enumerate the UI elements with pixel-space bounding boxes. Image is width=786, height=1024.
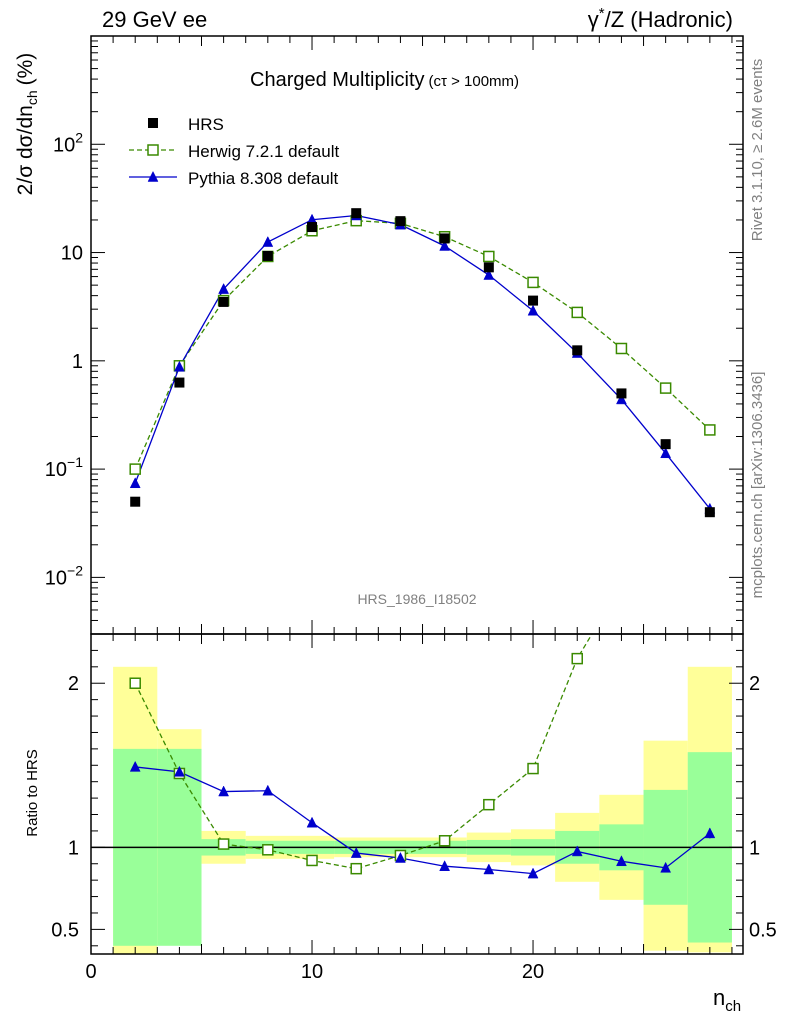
legend-label: HRS xyxy=(188,115,224,134)
x-axis-label: nch xyxy=(713,985,741,1015)
pythia-point xyxy=(218,283,230,294)
x-tick-label: 0 xyxy=(85,961,96,983)
herwig-ratio-point xyxy=(616,580,626,590)
legend-label: Herwig 7.2.1 default xyxy=(188,142,339,161)
ratio-frame xyxy=(90,633,744,955)
pythia-ratio-line xyxy=(135,766,711,875)
herwig-line xyxy=(134,220,711,470)
hrs-point xyxy=(395,216,406,227)
herwig-ratio-point xyxy=(438,835,451,847)
ratio-y-tick-label-right: 1 xyxy=(749,837,760,859)
y-tick-label: 10 xyxy=(61,243,83,265)
hrs-point xyxy=(307,222,318,233)
herwig-point xyxy=(527,276,539,289)
herwig-point xyxy=(483,250,495,263)
herwig-point xyxy=(615,342,628,355)
pythia-ratio-point xyxy=(527,867,539,879)
ratio-y-tick-label: 2 xyxy=(68,673,79,695)
x-tick-label: 10 xyxy=(301,961,323,983)
pythia-ratio-point xyxy=(571,845,583,857)
ratio-y-tick-label-right: 0.5 xyxy=(749,919,777,941)
pythia-point xyxy=(660,447,672,459)
chart-title: Charged Multiplicity (cτ > 100mm) xyxy=(250,69,519,91)
herwig-ratio-point xyxy=(129,677,141,689)
pythia-ratio-point xyxy=(350,847,362,858)
hrs-point xyxy=(704,507,715,518)
ratio-y-tick-label: 1 xyxy=(68,837,79,859)
herwig-ratio-point xyxy=(306,854,318,867)
y-tick-label: 1 xyxy=(72,351,83,373)
header-left: 29 GeV ee xyxy=(102,7,207,32)
pythia-line xyxy=(134,214,711,510)
hrs-point xyxy=(528,295,539,306)
x-tick-label: 20 xyxy=(522,961,544,983)
hrs-point xyxy=(218,296,229,307)
rivet-version-text: Rivet 3.1.10, ≥ 2.6M events xyxy=(749,59,766,242)
pythia-ratio-point xyxy=(660,861,672,873)
header-right: γ*/Z (Hadronic) xyxy=(588,5,733,32)
pythia-point xyxy=(174,360,185,372)
herwig-ratio-line xyxy=(134,634,593,870)
herwig-ratio-point xyxy=(262,844,274,856)
hrs-point xyxy=(483,262,494,273)
hrs-point xyxy=(174,377,185,388)
hrs-point xyxy=(616,388,627,399)
y-tick-label: 102 xyxy=(53,129,83,156)
herwig-point xyxy=(571,306,583,319)
hrs-point xyxy=(572,345,583,356)
herwig-ratio-point xyxy=(571,652,583,665)
ratio-panel: 0 10 20 0.5 0.5 1 1 2 2 Ratio to HRS nch xyxy=(24,104,777,1015)
legend: HRS Herwig 7.2.1 default Pythia 8.308 defa… xyxy=(129,115,339,188)
pythia-ratio-point xyxy=(395,851,406,863)
main-panel: 10−2 10−1 1 10 102 Charged Multiplicity (cτ >… xyxy=(14,35,744,635)
herwig-point xyxy=(704,424,716,436)
pythia-point xyxy=(483,268,495,280)
hrs-point xyxy=(439,233,450,244)
pythia-ratio-point xyxy=(174,765,185,777)
ratio-y-tick-label-right: 2 xyxy=(749,673,760,695)
herwig-ratio-point xyxy=(350,862,362,875)
hrs-point xyxy=(262,250,273,261)
pythia-ratio-point xyxy=(262,784,274,796)
hrs-point xyxy=(660,439,671,450)
legend-pythia-marker xyxy=(147,170,159,182)
pythia-point xyxy=(129,477,141,489)
pythia-point xyxy=(262,236,274,247)
herwig-ratio-point xyxy=(483,798,495,811)
pythia-point xyxy=(527,304,539,316)
analysis-tag: HRS_1986_I18502 xyxy=(357,591,476,607)
pythia-point xyxy=(439,239,451,251)
pythia-ratio-point xyxy=(129,760,141,772)
pythia-ratio-point xyxy=(306,816,318,828)
legend-label: Pythia 8.308 default xyxy=(188,169,339,188)
herwig-point xyxy=(659,382,672,394)
ratio-y-tick-label: 0.5 xyxy=(51,919,79,941)
herwig-point xyxy=(129,463,141,475)
pythia-point xyxy=(616,393,627,405)
hrs-point xyxy=(130,496,141,507)
ratio-y-axis-label: Ratio to HRS xyxy=(24,749,41,837)
legend-herwig-marker xyxy=(147,144,159,156)
herwig-ratio-point xyxy=(527,762,539,775)
pythia-ratio-point xyxy=(483,863,495,875)
main-y-axis-label: 2/σ dσ/dnch(%) xyxy=(14,53,40,196)
pythia-ratio-point xyxy=(218,785,230,797)
pythia-ratio-point xyxy=(616,855,627,867)
herwig-ratio-point xyxy=(217,838,230,850)
pythia-ratio-point xyxy=(439,860,451,871)
herwig-ratio-point xyxy=(705,104,715,114)
y-tick-label: 10−1 xyxy=(45,454,83,481)
mcplots-credit-text: mcplots.cern.ch [arXiv:1306.3436] xyxy=(749,372,766,599)
y-tick-label: 10−2 xyxy=(45,562,83,589)
legend-hrs-marker xyxy=(148,118,158,128)
hrs-point xyxy=(351,208,362,219)
